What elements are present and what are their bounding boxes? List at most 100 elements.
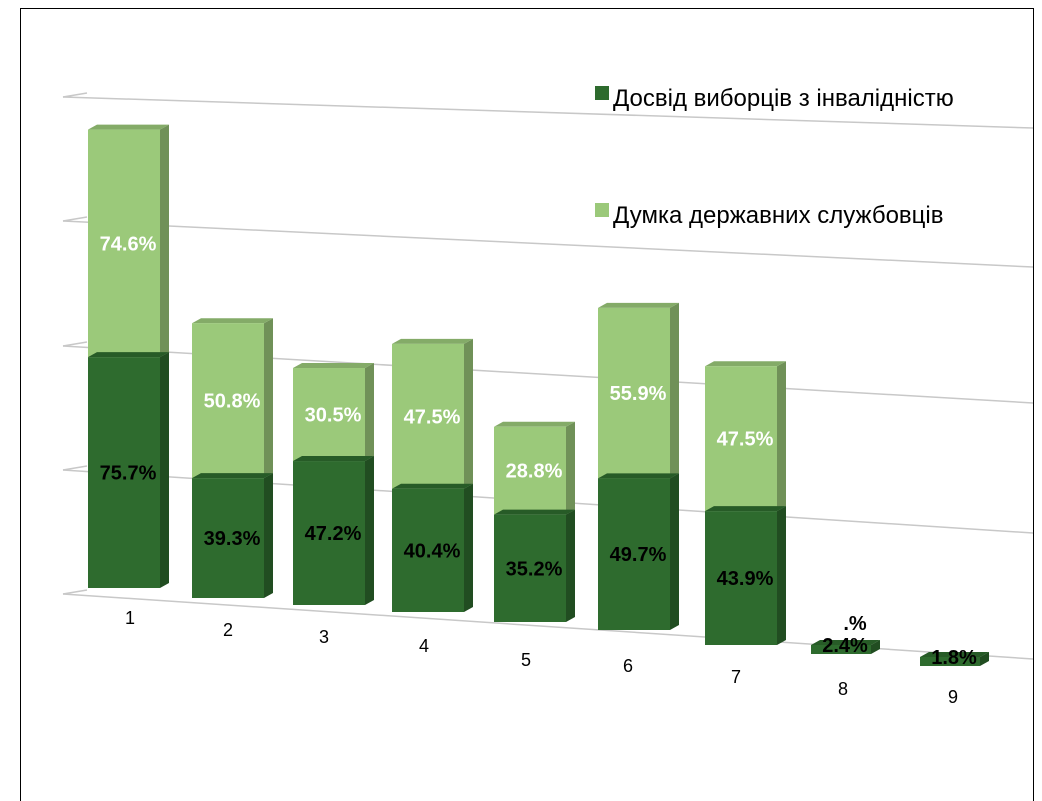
bar-segment-light-front (705, 366, 777, 512)
gridline-tick (62, 465, 88, 471)
bar-segment-light-front (494, 426, 566, 515)
bar-segment-light-front (293, 368, 365, 462)
bar-segment-dark-top (494, 509, 575, 515)
bar-segment-dark (293, 456, 374, 605)
legend-item: Думка державних службовців (595, 202, 944, 229)
bar-segment-light-side (160, 124, 169, 358)
data-label-dark: 1.8% (931, 647, 977, 669)
legend-swatch (595, 86, 609, 100)
bar-segment-light (293, 363, 374, 462)
gridline-tick (62, 341, 88, 347)
bar-segment-dark-top (705, 506, 786, 512)
data-label-light: 50.8% (204, 391, 261, 413)
bar-segment-dark-front (88, 357, 160, 588)
bar-segment-dark-top (192, 473, 273, 479)
bar-segment-dark-front (920, 657, 980, 666)
legend-swatch (595, 203, 609, 217)
x-axis-labels: 1 2 3 4 5 6 7 8 9 (125, 608, 958, 707)
bar-segment-light-top (192, 318, 273, 324)
data-label-dark: 49.7% (610, 544, 667, 566)
data-label-light: 47.5% (717, 429, 774, 451)
bar-segment-light-top (598, 302, 679, 308)
bar-segment-dark-top (920, 652, 989, 657)
bar-segment-light (494, 421, 575, 515)
x-tick-label: 6 (623, 656, 633, 676)
bar-segment-dark (705, 506, 786, 645)
bar-segment-dark-side (264, 473, 273, 598)
bar-segment-dark-front (293, 461, 365, 605)
x-tick-label: 7 (731, 667, 741, 687)
data-label-light: .% (843, 613, 867, 635)
bar-segment-dark-top (811, 640, 880, 645)
data-label-light: 30.5% (305, 405, 362, 427)
bar-segment-light-top (705, 361, 786, 367)
bar-segment-dark-side (871, 640, 880, 654)
bar-stack-3: 47.2% 30.5% (293, 363, 374, 605)
bar-segment-dark (598, 473, 679, 630)
legend-label: Думка державних службовців (613, 202, 944, 229)
data-label-light: 28.8% (506, 461, 563, 483)
bar-segment-light-top (88, 124, 169, 130)
data-label-light: 74.6% (100, 233, 157, 255)
bar-segment-dark-front (192, 478, 264, 598)
bars: 75.7% 74.6% 39.3% 50.8% 47.2% 30.5% 40.4% 47.5%… (88, 124, 989, 669)
bar-segment-light-side (670, 302, 679, 479)
bar-segment-light (192, 318, 273, 479)
bar-stack-5: 35.2% 28.8% (494, 421, 575, 622)
x-tick-label: 9 (948, 687, 958, 707)
bar-segment-dark-front (392, 488, 464, 612)
bar-segment-light-top (494, 421, 575, 427)
bar-segment-dark-front (598, 478, 670, 630)
bar-segment-dark-top (293, 456, 374, 462)
bar-segment-dark (192, 473, 273, 598)
gridline-tick (62, 216, 88, 222)
bar-stack-7: 43.9% 47.5% (705, 361, 786, 645)
bar-segment-light (705, 361, 786, 512)
legend-label: Досвід виборців з інвалідністю (613, 85, 954, 112)
x-tick-label: 2 (223, 620, 233, 640)
bar-stack-2: 39.3% 50.8% (192, 318, 273, 598)
bar-segment-dark-side (160, 352, 169, 588)
bar-segment-dark (811, 640, 880, 654)
data-label-dark: 39.3% (204, 528, 261, 550)
bar-segment-dark (920, 652, 989, 666)
bar-segment-dark-top (88, 352, 169, 358)
data-label-dark: 2.4% (822, 635, 868, 657)
gridline-tick (62, 589, 88, 595)
data-label-dark: 40.4% (404, 540, 461, 562)
bar-segment-dark (392, 483, 473, 612)
data-label-dark: 75.7% (100, 463, 157, 485)
bar-segment-dark-side (566, 509, 575, 622)
bar-segment-light-side (464, 338, 473, 489)
bar-segment-dark-top (598, 473, 679, 479)
x-tick-label: 4 (419, 636, 429, 656)
gridline-tick (62, 92, 88, 98)
bar-segment-dark (88, 352, 169, 588)
x-tick-label: 3 (319, 627, 329, 647)
bar-stack-8: 2.4%.% (811, 613, 880, 657)
chart-frame (20, 8, 1034, 801)
bar-segment-dark-side (777, 506, 786, 645)
bar-segment-light-top (293, 363, 374, 369)
legend: Досвід виборців з інвалідністю Думка держ… (595, 85, 954, 229)
data-label-light: 55.9% (610, 383, 667, 405)
bar-segment-dark-front (494, 514, 566, 622)
bar-stack-6: 49.7% 55.9% (598, 302, 679, 630)
data-label-dark: 35.2% (506, 558, 563, 580)
x-tick-label: 5 (521, 650, 531, 670)
bar-segment-light-side (365, 363, 374, 462)
data-label-light: 47.5% (404, 406, 461, 428)
gridline (62, 96, 1034, 129)
bar-segment-light-front (88, 129, 160, 358)
bar-segment-light-front (192, 323, 264, 479)
bar-segment-light-side (777, 361, 786, 512)
gridline (62, 220, 1034, 268)
data-label-dark: 47.2% (305, 523, 362, 545)
legend-item: Досвід виборців з інвалідністю (595, 85, 954, 112)
bar-segment-dark-side (464, 483, 473, 612)
bar-segment-dark-side (980, 652, 989, 666)
bar-segment-light (392, 338, 473, 489)
x-tick-label: 1 (125, 608, 135, 628)
bar-segment-light-front (392, 343, 464, 489)
